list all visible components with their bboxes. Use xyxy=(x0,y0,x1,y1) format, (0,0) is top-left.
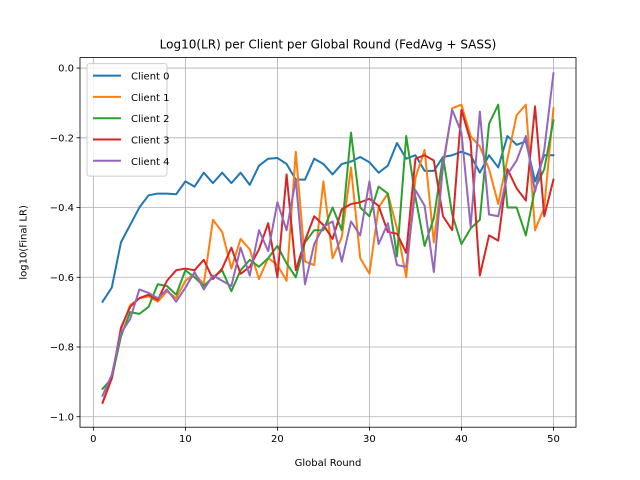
y-tick-label: −0.6 xyxy=(50,273,74,284)
series-line-client-4 xyxy=(101,72,555,398)
legend-label: Client 3 xyxy=(131,136,170,147)
x-axis-label: Global Round xyxy=(295,458,362,469)
y-tick-label: −0.2 xyxy=(50,133,74,144)
legend-box xyxy=(86,63,168,177)
x-tick-label: 10 xyxy=(179,434,192,445)
x-tick-label: 30 xyxy=(363,434,376,445)
x-tick-label: 50 xyxy=(547,434,560,445)
x-tick-label: 20 xyxy=(271,434,284,445)
series-line-client-0 xyxy=(101,135,555,304)
series-line-client-2 xyxy=(101,103,555,391)
legend-label: Client 2 xyxy=(131,114,170,125)
legend-label: Client 0 xyxy=(131,72,170,83)
y-tick-label: −1.0 xyxy=(50,412,74,423)
legend-label: Client 1 xyxy=(131,93,170,104)
series-line-client-3 xyxy=(101,105,555,405)
grid xyxy=(80,57,576,428)
legend-label: Client 4 xyxy=(131,157,170,168)
chart-title: Log10(LR) per Client per Global Round (F… xyxy=(160,38,497,52)
x-tick-label: 0 xyxy=(90,434,96,445)
x-tick-label: 40 xyxy=(455,434,468,445)
series-layer xyxy=(101,72,555,405)
legend: Client 0 Client 1 Client 2 Client 3 Client 4 xyxy=(86,63,170,177)
y-tick-label: 0.0 xyxy=(58,64,74,75)
y-tick-label: −0.4 xyxy=(50,203,74,214)
y-tick-label: −0.8 xyxy=(50,343,74,354)
y-axis-label: log10(Final LR) xyxy=(19,205,30,280)
axis-ticks: 0 10 20 30 40 50 −1.0 −0.8 −0.6 −0.4 −0.2 0.0 xyxy=(50,64,560,446)
plot-frame xyxy=(79,57,577,428)
